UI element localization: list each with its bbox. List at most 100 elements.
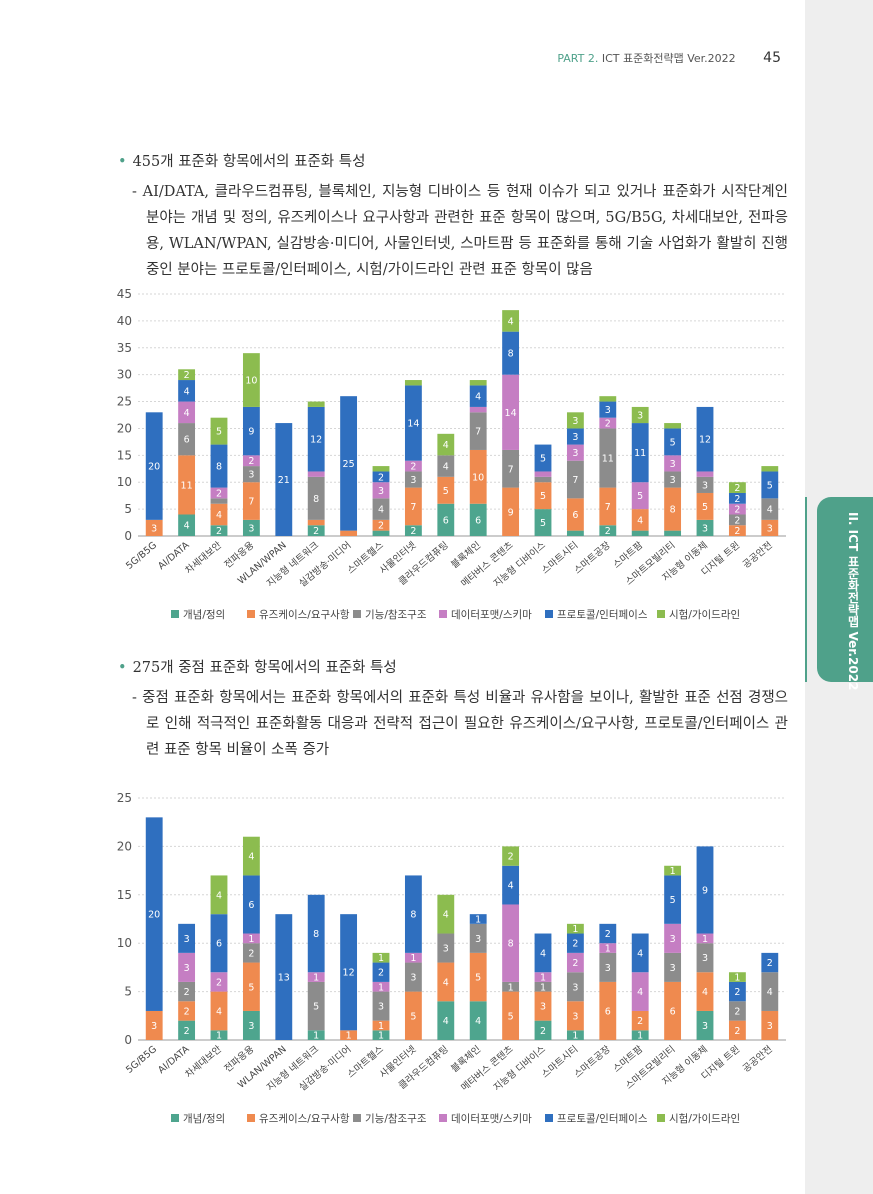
bar-segment [404,487,422,526]
data-label: 3 [410,973,416,984]
chapter-tab-label: II. ICT 표준화전략맵 Ver.2022 [846,512,860,691]
legend-label: 개념/정의 [183,609,225,621]
bar-segment [469,503,487,536]
bar-segment [469,952,487,1002]
bar-segment [307,972,325,982]
bar-segment [566,923,584,934]
data-label: 7 [248,497,254,508]
bar-segment [145,1010,163,1040]
bar-segment [437,1001,455,1040]
bar-segment [340,530,358,536]
section-heading-text: 455개 표준화 항목에서의 표준화 특성 [132,154,366,170]
bar-segment [566,428,584,445]
bar-segment [534,444,552,472]
data-label: 8 [508,349,514,360]
data-label: 10 [245,376,257,387]
data-label: 3 [184,963,190,974]
bar-segment [534,981,552,992]
bar-segment [469,406,487,413]
data-label: 3 [702,1021,708,1032]
data-label: 6 [475,515,481,526]
y-tick-label: 25 [117,791,132,805]
legend-label: 기능/참조구조 [365,1113,427,1125]
bar-segment [178,401,196,424]
bar-segment [145,412,163,520]
legend-label: 유즈케이스/요구사항 [259,609,350,621]
bar-segment [566,972,584,1002]
data-label: 5 [540,454,546,465]
data-label: 13 [278,973,290,984]
section-455: • 455개 표준화 항목에서의 표준화 특성 - AI/DATA, 클라우드컴퓨… [118,150,788,283]
data-label: 1 [216,1031,222,1042]
data-label: 21 [278,475,290,486]
chapter-tab[interactable] [817,497,873,682]
bar-segment [404,525,422,536]
bar-segment [404,952,422,963]
data-label: 3 [572,416,578,427]
y-tick-label: 10 [117,475,132,489]
bar-segment [275,423,293,536]
section-heading-text: 275개 중점 표준화 항목에서의 표준화 특성 [132,660,397,676]
legend-swatch [247,610,255,618]
bar-segment [631,509,649,531]
data-label: 1 [248,934,254,945]
data-label: 3 [605,405,611,416]
x-tick-label: 차세대보안 [183,539,224,576]
data-label: 1 [734,973,740,984]
data-label: 3 [184,934,190,945]
bar-segment [404,385,422,461]
data-label: 1 [313,973,319,984]
data-label: 2 [216,488,222,499]
data-label: 10 [472,472,484,483]
data-label: 2 [216,977,222,988]
bar-segment [728,482,746,493]
bar-segment [664,865,682,876]
x-tick-label: 5G/B5G [124,540,159,572]
data-label: 6 [572,510,578,521]
bar-segment [534,509,552,536]
bar-segment [696,471,714,477]
data-label: 2 [734,483,740,494]
bar-segment [631,1010,649,1031]
y-tick-label: 0 [124,529,132,543]
data-label: 2 [248,948,254,959]
bar-segment [534,476,552,483]
data-label: 5 [540,491,546,502]
data-label: 1 [378,982,384,993]
bar-segment [502,865,520,905]
bar-segment [210,972,228,992]
data-label: 3 [151,523,157,534]
bar-segment [242,962,260,1011]
data-label: 2 [248,456,254,467]
section-description: - 중점 표준화 항목에서는 표준화 항목에서의 표준화 특성 비율과 유사함을… [132,690,788,758]
bar-segment [145,817,163,1011]
bar-segment [631,1030,649,1040]
data-label: 3 [248,523,254,534]
bar-segment [599,981,617,1040]
data-label: 5 [216,427,222,438]
data-label: 3 [767,523,773,534]
bar-segment [372,1030,390,1040]
bar-segment [664,530,682,536]
bar-segment [372,962,390,982]
bar-segment [664,952,682,982]
data-label: 20 [148,462,160,473]
data-label: 8 [508,939,514,950]
data-label: 3 [767,1021,773,1032]
section-heading: • 275개 중점 표준화 항목에서의 표준화 특성 [118,656,788,677]
bar-segment [242,406,260,456]
bar-segment [242,519,260,536]
y-tick-label: 20 [117,421,132,435]
bar-segment [599,923,617,944]
data-label: 20 [148,910,160,921]
data-label: 4 [767,505,773,516]
legend-swatch [171,610,179,618]
data-label: 8 [410,910,416,921]
data-label: 4 [443,910,449,921]
data-label: 7 [508,464,514,475]
bar-segment [502,904,520,982]
bar-segment [242,875,260,934]
chart-275: 0 5 10 15 20 25 3 20 5G/B5G 2 2 2 3 3 AI/DATA 1 4 2 6 4 차세대보… [100,786,800,1136]
data-label: 5 [313,1002,319,1013]
bar-segment [566,1030,584,1040]
